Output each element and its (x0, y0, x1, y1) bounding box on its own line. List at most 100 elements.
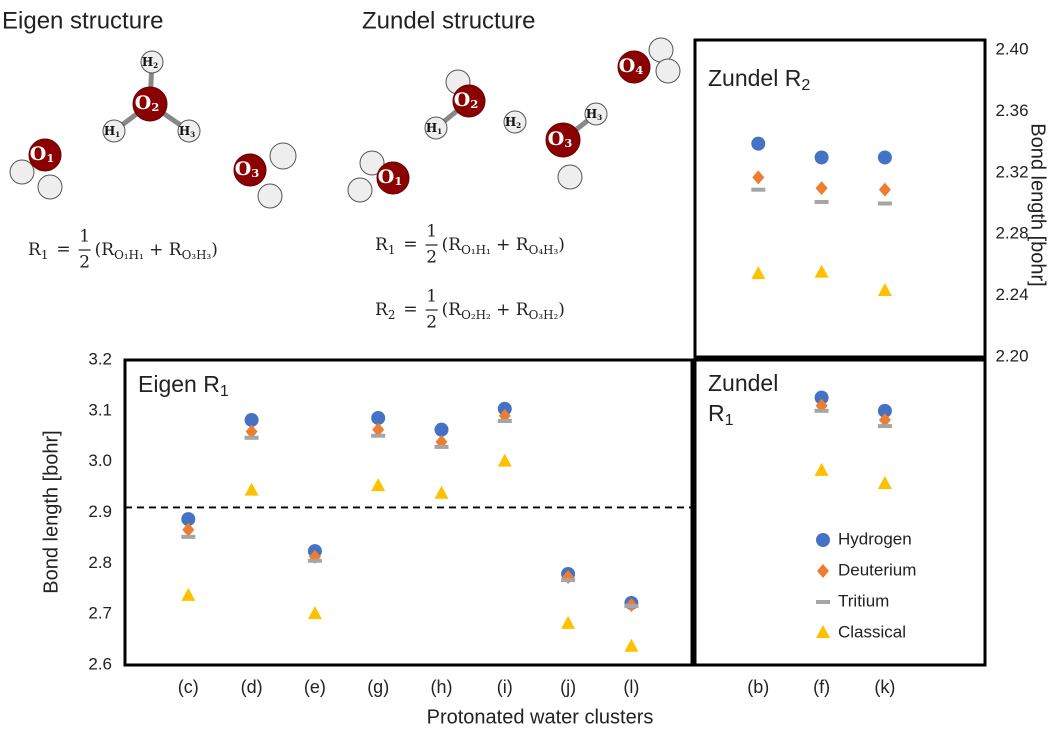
y-tick-label: 2.6 (88, 654, 112, 673)
atom-index: 4 (635, 63, 643, 77)
marker-triangle (878, 476, 892, 489)
hydrogen-atom (258, 184, 282, 208)
hydrogen-atom (649, 38, 673, 62)
equation-rhs-part: ) (558, 300, 565, 320)
equation-rhs-part: (R (95, 240, 116, 260)
equation-denominator: 2 (426, 313, 437, 333)
y-tick-label: 2.20 (995, 346, 1028, 365)
figure: Eigen structure Zundel structure Protona… (0, 0, 1052, 733)
legend-marker (817, 564, 829, 578)
panel-title-part: 2 (801, 76, 810, 94)
equation-rhs: (RO₁H₁ + RO₄H₃) (442, 235, 565, 258)
marker-dash (181, 535, 195, 539)
panel-title-part: Eigen (138, 371, 203, 397)
x-tick-label: (h) (431, 677, 453, 697)
atom-index: 2 (151, 100, 159, 114)
marker-dash (498, 419, 512, 423)
atom-element: H (142, 55, 153, 69)
marker-triangle (624, 639, 638, 652)
panel-title-part: R (708, 400, 725, 426)
panel-title-part: 1 (725, 411, 734, 429)
legend-label: Tritium (838, 591, 889, 610)
marker-triangle (181, 588, 195, 601)
equation-rhs-part: ) (211, 240, 218, 260)
atom-index: 3 (597, 113, 602, 122)
equation-numerator: 1 (426, 287, 437, 307)
atom-index: 3 (190, 130, 195, 139)
equation-rhs-part: + R (491, 300, 530, 320)
panel-title-part: R (203, 371, 220, 397)
atom-element: O (30, 143, 47, 165)
marker-diamond (182, 523, 194, 537)
marker-dash (308, 559, 322, 563)
atom-element: H (104, 124, 115, 138)
marker-dash (624, 604, 638, 608)
equation-rhs: (RO₂H₂ + RO₃H₂) (442, 300, 565, 323)
x-tick-label: (c) (178, 677, 199, 697)
equation-lhs-part: 1 (388, 243, 396, 257)
x-tick-label: (i) (497, 677, 513, 697)
marker-triangle (371, 478, 385, 491)
marker-triangle (878, 283, 892, 296)
atom-element: O (235, 158, 252, 180)
equation-sign: = (56, 240, 70, 260)
equation-lhs: R2 (375, 300, 395, 323)
atom-element: O (135, 92, 152, 114)
marker-triangle (435, 486, 449, 499)
equation-rhs-part: O₁H₁ (461, 243, 491, 257)
equation-rhs-part: + R (491, 235, 530, 255)
atom-index: 3 (564, 136, 572, 150)
equation-rhs-part: O₃H₃ (182, 248, 212, 262)
hydrogen-atom (558, 165, 582, 189)
atom-index: 1 (115, 130, 120, 139)
equation-rhs-part: ) (558, 235, 565, 255)
y-tick-label: 2.32 (995, 162, 1028, 181)
atom-index: 2 (470, 97, 478, 111)
atom-index: 1 (394, 174, 402, 188)
hydrogen-atom (270, 143, 296, 169)
atom-index: 3 (251, 166, 259, 180)
equation-lhs: R1 (375, 235, 395, 258)
marker-dash (435, 445, 449, 449)
equation-rhs-part: O₄H₃ (529, 243, 559, 257)
hydrogen-atom (38, 175, 62, 199)
atom-element: O (548, 128, 565, 150)
equation-lhs-part: 1 (41, 248, 49, 262)
x-tick-label: (j) (560, 677, 576, 697)
marker-diamond (816, 181, 828, 195)
panel-title-part: 1 (220, 382, 229, 400)
atom-index: 2 (516, 121, 521, 130)
panel-frame (125, 360, 692, 665)
y-tick-label: 2.9 (88, 502, 112, 521)
legend-label: Classical (838, 622, 906, 641)
marker-dash (815, 200, 829, 204)
y-tick-label: 3.2 (88, 349, 112, 368)
structure-title: Eigen structure (2, 7, 163, 34)
atom-index: 1 (437, 127, 442, 136)
x-tick-label: (d) (241, 677, 263, 697)
atom-element: H (426, 121, 437, 135)
marker-triangle (245, 483, 259, 496)
marker-triangle (815, 265, 829, 278)
y-tick-label: 2.8 (88, 553, 112, 572)
marker-triangle (498, 454, 512, 467)
equation-numerator: 1 (426, 222, 437, 242)
marker-dash (878, 424, 892, 428)
marker-dash (751, 188, 765, 192)
x-tick-label: (l) (623, 677, 639, 697)
equation-rhs: (RO₁H₁ + RO₃H₃) (95, 240, 218, 263)
x-tick-label: (b) (747, 677, 769, 697)
panel-title: Zundel R2 (708, 65, 810, 94)
y-tick-label: 2.36 (995, 101, 1028, 120)
panel-frame (695, 360, 985, 665)
x-tick-label: (k) (874, 677, 895, 697)
legend-marker (816, 600, 830, 604)
equation-sign: = (403, 235, 417, 255)
equation-denominator: 2 (426, 248, 437, 268)
marker-diamond (752, 170, 764, 184)
marker-dash (371, 434, 385, 438)
y-tick-label: 3.1 (88, 400, 112, 419)
panel-title-part: R (785, 65, 802, 91)
marker-dash (561, 578, 575, 582)
